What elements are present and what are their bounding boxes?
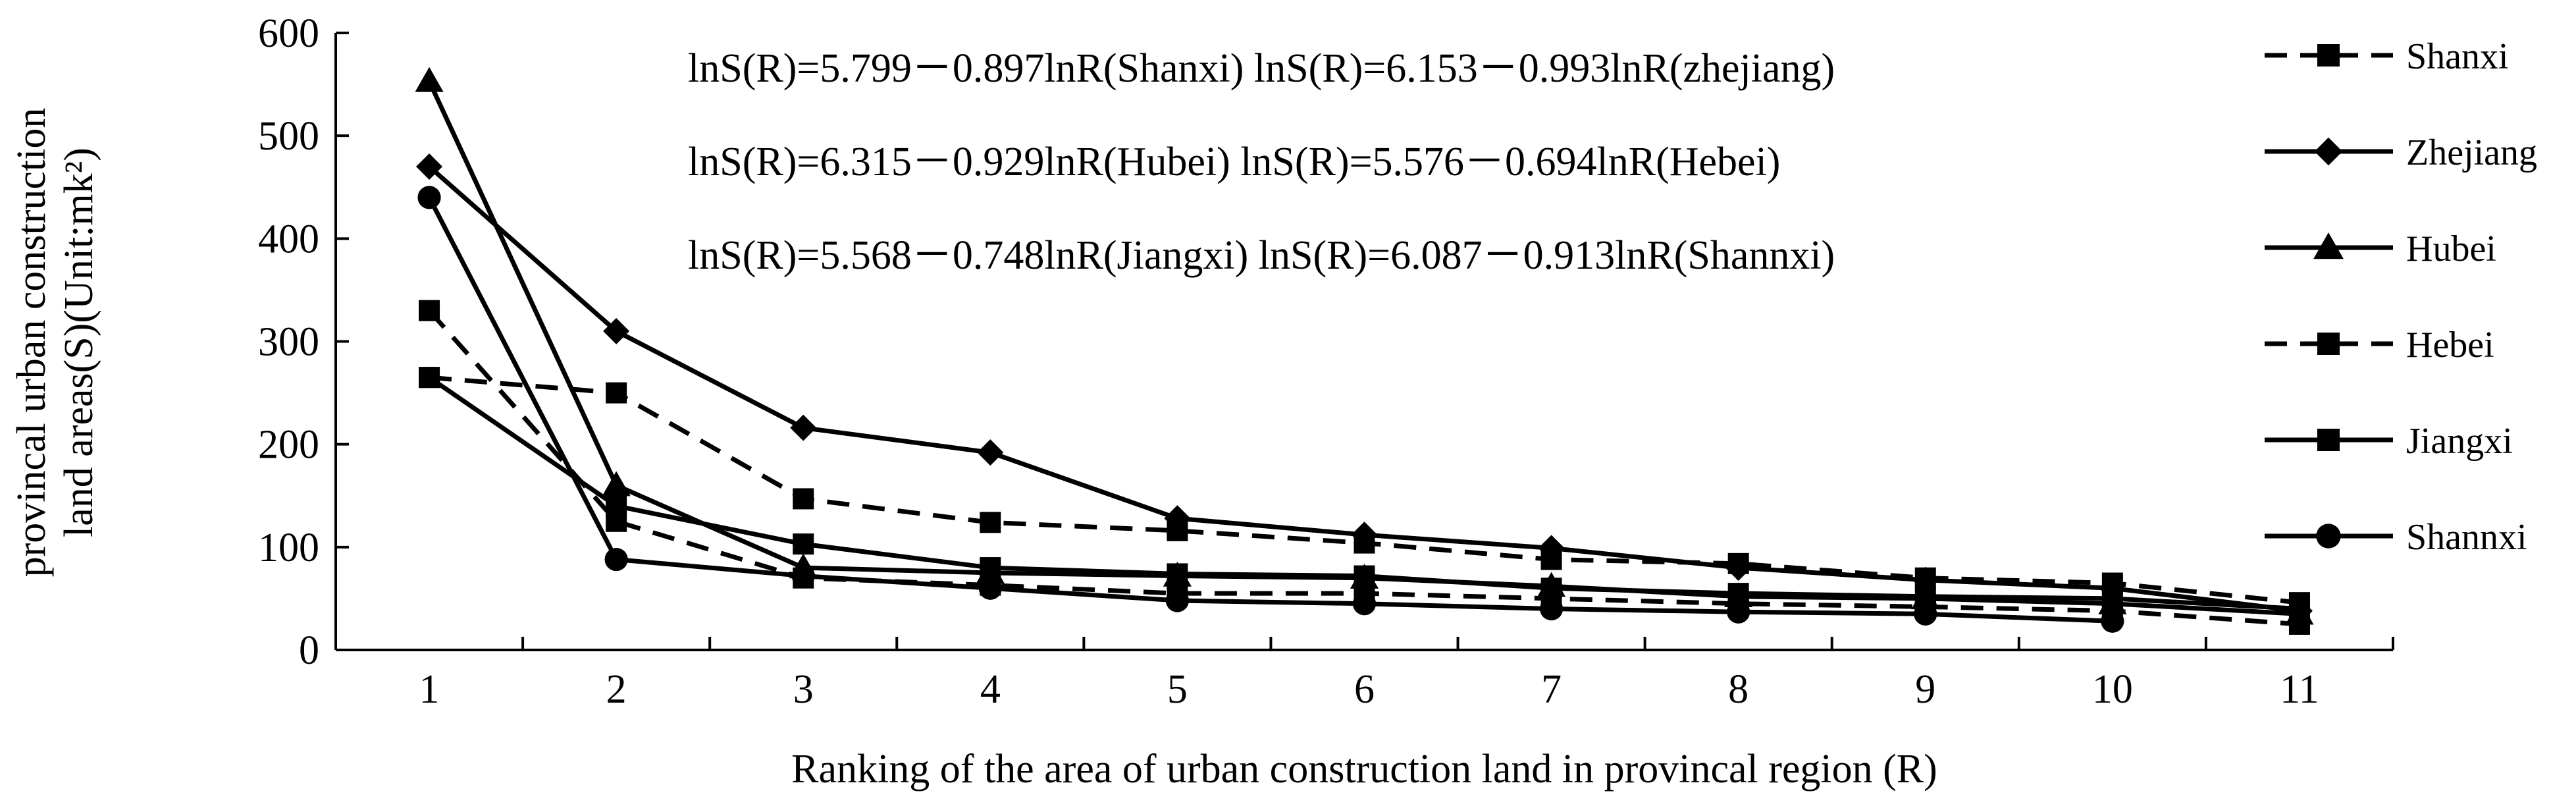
y-tick-label: 200 — [258, 423, 319, 468]
legend-item-shannxi: Shannxi — [2265, 517, 2527, 558]
equation-line: lnS(R)=6.315－0.929lnR(Hubei) lnS(R)=5.57… — [688, 140, 1780, 184]
legend-item-hebei: Hebei — [2265, 325, 2494, 365]
point-jiangxi — [419, 367, 440, 389]
point-jiangxi — [1540, 578, 1562, 599]
point-shannxi — [978, 576, 1002, 600]
series-layer — [415, 67, 2314, 635]
point-shannxi — [1727, 600, 1750, 624]
point-shannxi — [791, 564, 815, 588]
legend-marker-hebei — [2317, 333, 2340, 355]
legend-marker-hubei — [2313, 232, 2344, 259]
series-jiangxi — [419, 367, 2310, 620]
point-jiangxi — [793, 533, 814, 555]
point-hebei — [606, 382, 627, 404]
x-tick-label: 5 — [1167, 667, 1188, 712]
equation-line: lnS(R)=5.799－0.897lnR(Shanxi) lnS(R)=6.1… — [688, 46, 1835, 91]
x-tick-label: 4 — [980, 667, 1001, 712]
point-jiangxi — [980, 557, 1001, 579]
x-tick-label: 10 — [2092, 667, 2133, 712]
point-shannxi — [1539, 597, 1564, 621]
series-line-shannxi — [427, 196, 2113, 624]
point-shanxi — [419, 300, 440, 321]
y-tick-label: 600 — [258, 11, 319, 56]
x-tick-label: 1 — [419, 667, 440, 712]
point-zhejiang — [790, 414, 817, 441]
x-tick-label: 2 — [606, 667, 627, 712]
y-axis-title-line1: provincal urban construction — [9, 108, 54, 578]
equations: lnS(R)=5.799－0.897lnR(Shanxi) lnS(R)=6.1… — [688, 46, 1835, 278]
legend-label-hubei: Hubei — [2406, 229, 2496, 269]
legend-label-shannxi: Shannxi — [2406, 517, 2527, 558]
axis-titles: Ranking of the area of urban constructio… — [9, 108, 1937, 792]
point-hebei — [1540, 549, 1562, 570]
point-hebei — [980, 512, 1001, 533]
point-shannxi — [1165, 589, 1190, 612]
point-hebei — [1727, 552, 1749, 574]
x-tick-label: 3 — [793, 667, 814, 712]
point-zhejiang — [603, 317, 630, 344]
x-tick-label: 11 — [2280, 667, 2319, 712]
point-jiangxi — [1354, 565, 1375, 587]
y-tick-label: 0 — [299, 628, 319, 673]
point-shannxi — [1914, 602, 1937, 626]
point-hebei — [1167, 520, 1188, 541]
legend: Shanxi Zhejiang Hubei Hebei Jiangxi Shannxi — [2265, 36, 2537, 558]
legend-label-zhejiang: Zhejiang — [2406, 132, 2537, 173]
y-tick-label: 300 — [258, 320, 319, 365]
point-shannxi — [604, 547, 628, 572]
point-hubei — [602, 471, 631, 497]
point-jiangxi — [2288, 598, 2310, 620]
y-axis-title-line2: land areas(S)(Unit:mk²) — [57, 148, 101, 537]
y-tick-label: 100 — [258, 525, 319, 570]
legend-item-jiangxi: Jiangxi — [2265, 421, 2513, 462]
point-hubei — [415, 67, 444, 92]
x-tick-label: 6 — [1354, 667, 1375, 712]
legend-marker-shanxi — [2317, 44, 2340, 67]
legend-item-hubei: Hubei — [2265, 229, 2496, 269]
x-tick-label: 8 — [1728, 667, 1748, 712]
point-hebei — [1354, 532, 1375, 554]
legend-label-jiangxi: Jiangxi — [2406, 421, 2513, 462]
point-hebei — [793, 488, 814, 510]
legend-item-shanxi: Shanxi — [2265, 36, 2509, 77]
axes: 0 100 200 300 400 500 600 1 2 3 4 5 6 7 8 9 10 11 — [258, 11, 2394, 712]
legend-label-hebei: Hebei — [2406, 325, 2494, 365]
x-tick-label: 9 — [1915, 667, 1935, 712]
point-jiangxi — [1167, 563, 1188, 585]
point-shannxi — [417, 186, 441, 209]
legend-marker-shannxi — [2316, 524, 2341, 549]
point-zhejiang — [977, 439, 1004, 466]
point-jiangxi — [2101, 587, 2123, 609]
point-shannxi — [1352, 592, 1377, 616]
point-zhejiang — [416, 153, 443, 180]
point-shannxi — [2101, 609, 2124, 633]
legend-marker-zhejiang — [2314, 137, 2343, 166]
x-tick-label: 7 — [1541, 667, 1562, 712]
series-shannxi — [417, 186, 2124, 633]
point-jiangxi — [606, 495, 627, 517]
legend-label-shanxi: Shanxi — [2406, 36, 2509, 77]
x-axis-title: Ranking of the area of urban constructio… — [791, 747, 1937, 792]
equation-line: lnS(R)=5.568－0.748lnR(Jiangxi) lnS(R)=6.… — [688, 233, 1835, 278]
y-tick-label: 400 — [258, 217, 319, 261]
y-tick-label: 500 — [258, 114, 319, 159]
legend-marker-jiangxi — [2317, 429, 2340, 451]
point-hebei — [1914, 567, 1936, 589]
legend-item-zhejiang: Zhejiang — [2265, 132, 2537, 173]
